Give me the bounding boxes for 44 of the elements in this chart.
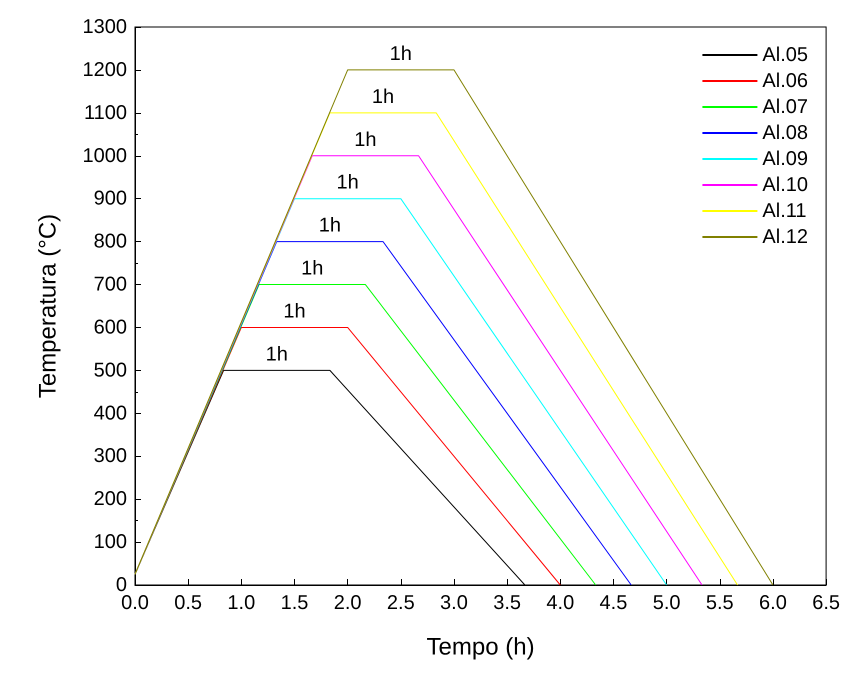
legend-label: Al.12 — [762, 226, 808, 248]
annotation: 1h — [354, 128, 377, 151]
y-tick-label: 600 — [94, 316, 127, 338]
y-tick-label: 300 — [94, 445, 127, 468]
y-tick-label: 700 — [94, 274, 127, 296]
y-tick-label: 1100 — [84, 102, 127, 124]
x-tick-label: 3.5 — [493, 592, 522, 614]
x-tick-label: 6.5 — [812, 592, 840, 614]
annotation: 1h — [301, 258, 324, 280]
x-tick-label: 4.5 — [600, 592, 628, 614]
annotation: 1h — [266, 343, 288, 366]
legend-label: Al.08 — [762, 122, 808, 144]
x-tick-label: 2.0 — [334, 592, 362, 614]
y-tick-label: 100 — [94, 531, 127, 554]
y-tick-label: 900 — [94, 188, 127, 210]
x-tick-label: 5.5 — [706, 592, 734, 614]
x-tick-label: 6.0 — [759, 592, 787, 614]
annotation: 1h — [283, 300, 306, 322]
annotation: 1h — [372, 86, 394, 108]
annotation: 1h — [318, 214, 342, 237]
annotation: 1h — [390, 42, 412, 65]
y-tick-label: 800 — [94, 230, 127, 253]
x-tick-label: 1.5 — [280, 592, 308, 614]
legend-label: Al.09 — [762, 148, 808, 170]
y-tick-label: 1200 — [82, 58, 127, 81]
annotation: 1h — [336, 172, 359, 194]
y-tick-label: 200 — [94, 488, 127, 510]
x-tick-label: 4.0 — [546, 592, 574, 614]
x-tick-label: 5.0 — [652, 592, 681, 614]
legend-label: Al.11 — [762, 200, 807, 222]
y-tick-label: 500 — [94, 359, 127, 382]
legend-label: Al.07 — [762, 96, 808, 118]
legend-label: Al.05 — [762, 44, 808, 66]
x-tick-label: 3.0 — [440, 592, 468, 614]
legend-label: Al.06 — [762, 70, 808, 92]
y-tick-label: 1300 — [82, 16, 127, 38]
x-tick-label: 1.0 — [227, 592, 256, 614]
x-tick-label: 2.5 — [386, 592, 415, 614]
y-tick-label: 400 — [94, 402, 127, 424]
y-axis-title: Temperatura (°C) — [34, 214, 62, 398]
legend-label: Al.10 — [762, 174, 808, 196]
y-tick-label: 1000 — [82, 144, 127, 167]
x-axis-title: Tempo (h) — [426, 634, 535, 660]
x-tick-label: 0.5 — [174, 592, 202, 614]
